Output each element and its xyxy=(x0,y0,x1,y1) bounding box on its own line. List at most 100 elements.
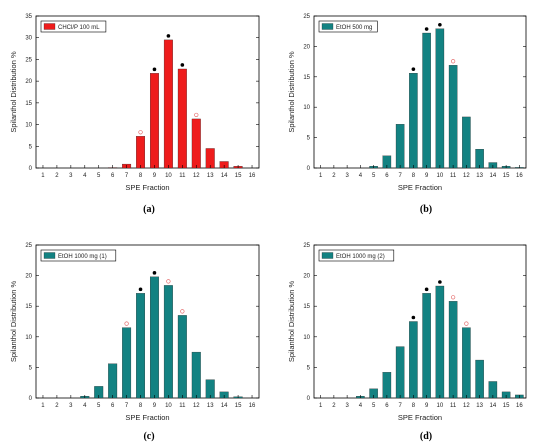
bar xyxy=(409,321,418,399)
x-tick-label: 4 xyxy=(83,173,87,179)
y-tick-label: 5 xyxy=(29,144,33,150)
x-tick-label: 9 xyxy=(425,403,429,409)
x-tick-label: 15 xyxy=(503,173,510,179)
plot-frame xyxy=(35,15,260,169)
y-tick-label: 35 xyxy=(25,14,32,20)
bar xyxy=(163,39,173,169)
legend-swatch xyxy=(321,252,334,259)
y-tick-label: 25 xyxy=(303,14,310,20)
x-tick-label: 16 xyxy=(249,173,256,179)
x-tick-label: 2 xyxy=(55,403,59,409)
y-tick-label: 20 xyxy=(303,44,310,50)
bar xyxy=(435,285,445,399)
bar xyxy=(395,124,405,169)
y-tick-label: 0 xyxy=(307,396,311,402)
y-tick-label: 20 xyxy=(25,79,32,85)
x-tick-label: 11 xyxy=(450,173,457,179)
x-tick-label: 12 xyxy=(463,403,470,409)
bar xyxy=(462,327,471,399)
x-tick-label: 3 xyxy=(345,403,349,409)
x-tick-label: 1 xyxy=(41,173,45,179)
x-tick-label: 9 xyxy=(425,173,429,179)
filled-dot-marker xyxy=(138,287,143,292)
x-tick-label: 15 xyxy=(235,403,242,409)
x-tick-label: 11 xyxy=(450,403,457,409)
x-tick-label: 2 xyxy=(332,173,336,179)
filled-dot-marker xyxy=(166,34,171,38)
filled-dot-marker xyxy=(424,27,429,31)
x-tick-label: 7 xyxy=(398,173,402,179)
open-circle-marker xyxy=(180,309,185,314)
x-tick-label: 12 xyxy=(193,173,200,179)
bar xyxy=(422,32,431,169)
open-circle-marker xyxy=(451,59,456,64)
bar xyxy=(382,372,392,399)
bar xyxy=(136,136,146,169)
y-axis-title: Spilanthol Distribution % xyxy=(9,51,18,133)
filled-dot-marker xyxy=(438,22,442,27)
y-tick-label: 25 xyxy=(303,243,310,249)
panel-label: (d) xyxy=(420,431,432,442)
x-tick-label: 12 xyxy=(193,403,200,409)
bar xyxy=(422,293,431,399)
bar xyxy=(149,73,159,169)
x-tick-label: 8 xyxy=(139,173,143,179)
y-tick-label: 15 xyxy=(25,304,32,310)
bar xyxy=(448,65,458,169)
bar xyxy=(108,363,118,399)
x-tick-label: 2 xyxy=(55,173,59,179)
open-circle-marker xyxy=(166,279,171,284)
open-circle-marker xyxy=(451,295,456,300)
x-tick-label: 7 xyxy=(125,403,129,409)
x-tick-label: 13 xyxy=(207,173,214,179)
y-tick-label: 10 xyxy=(303,335,310,341)
legend-box xyxy=(40,249,117,262)
x-tick-label: 12 xyxy=(463,173,470,179)
y-tick-label: 0 xyxy=(307,166,311,172)
x-tick-label: 13 xyxy=(476,173,483,179)
y-tick-label: 10 xyxy=(25,123,32,129)
bar xyxy=(191,351,201,399)
y-tick-label: 10 xyxy=(303,105,310,111)
x-tick-label: 1 xyxy=(41,403,45,409)
x-tick-label: 5 xyxy=(372,173,376,179)
bar xyxy=(395,346,405,399)
y-tick-label: 15 xyxy=(303,304,310,310)
x-tick-label: 3 xyxy=(69,173,73,179)
x-tick-label: 5 xyxy=(97,173,101,179)
x-tick-label: 5 xyxy=(372,403,376,409)
filled-dot-marker xyxy=(411,67,416,71)
filled-dot-marker xyxy=(424,287,429,292)
x-tick-label: 2 xyxy=(332,403,336,409)
bar xyxy=(435,28,445,169)
x-tick-label: 16 xyxy=(516,173,523,179)
bar xyxy=(475,359,484,399)
legend-box xyxy=(318,249,395,262)
legend-entry: EtOH 500 mg xyxy=(336,25,372,31)
x-tick-label: 11 xyxy=(179,403,186,409)
bar xyxy=(136,293,146,399)
x-tick-label: 10 xyxy=(165,403,172,409)
x-tick-label: 14 xyxy=(490,173,497,179)
legend-entry: CHCl/P 100 mL xyxy=(58,25,100,31)
x-axis-title: SPE Fraction xyxy=(398,413,442,422)
x-tick-label: 3 xyxy=(345,173,349,179)
x-tick-label: 16 xyxy=(249,403,256,409)
x-tick-label: 8 xyxy=(412,403,416,409)
y-tick-label: 20 xyxy=(25,274,32,280)
x-tick-label: 7 xyxy=(125,173,129,179)
plot-frame xyxy=(313,244,527,399)
legend-swatch xyxy=(43,252,56,259)
y-tick-label: 15 xyxy=(25,101,32,107)
filled-dot-marker xyxy=(411,315,416,320)
x-axis-title: SPE Fraction xyxy=(125,183,169,192)
y-tick-label: 5 xyxy=(29,365,33,371)
bar xyxy=(122,327,132,399)
y-axis-title: Spilanthol Distribution % xyxy=(9,281,18,363)
bar xyxy=(448,301,458,399)
x-tick-label: 15 xyxy=(503,403,510,409)
